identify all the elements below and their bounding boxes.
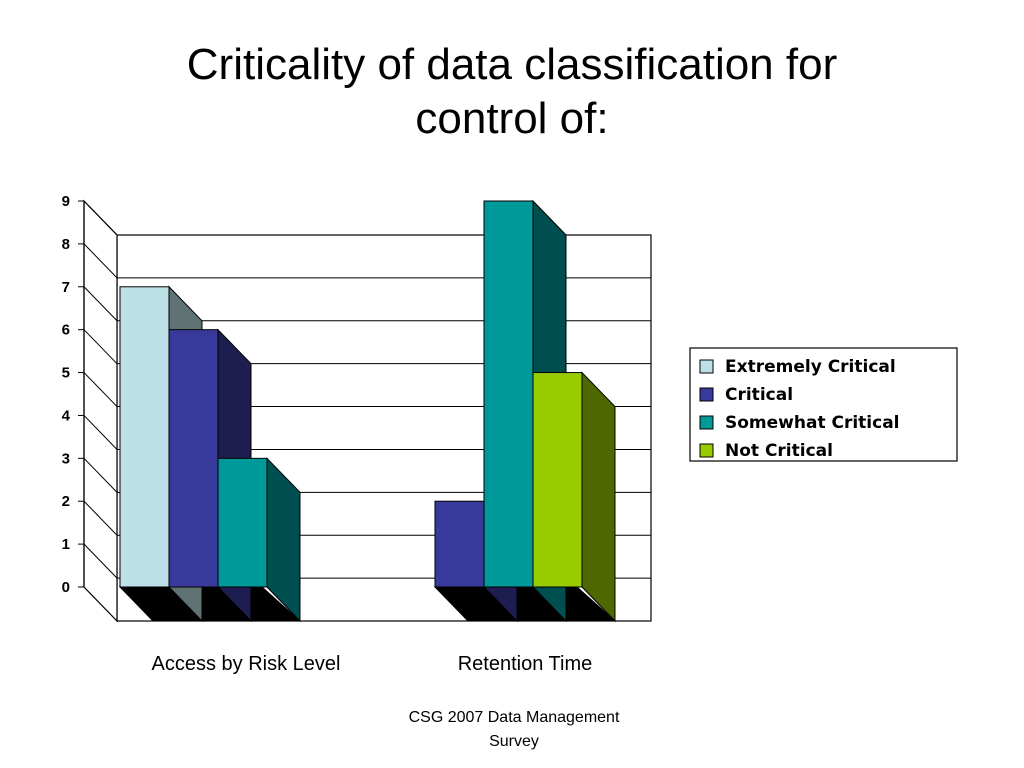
y-tick-label: 5: [62, 365, 70, 382]
legend: Extremely Critical Critical Somewhat Criti…: [689, 347, 958, 462]
y-tick-label: 1: [62, 536, 70, 553]
bar-front: [119, 286, 170, 588]
legend-swatch: [699, 387, 714, 402]
footer-line: CSG 2007 Data Management: [408, 709, 620, 726]
legend-swatch: [699, 415, 714, 430]
legend-label: Not Critical: [725, 441, 833, 461]
gridline: [83, 457, 651, 493]
legend-label: Extremely Critical: [725, 357, 896, 377]
y-tick-label: 6: [62, 322, 70, 339]
y-tick-label: 4: [62, 407, 71, 424]
legend-swatch: [699, 359, 714, 374]
legend-box: [689, 347, 958, 462]
y-tick-label: 0: [62, 579, 70, 596]
category-label: Retention Time: [458, 653, 593, 675]
gridline: [83, 243, 651, 279]
bars: [119, 199, 616, 623]
bar-front: [483, 200, 534, 588]
bar: [532, 371, 616, 623]
bar-front: [217, 457, 268, 588]
side-wall: [83, 199, 118, 623]
bar-front: [532, 372, 583, 588]
category-label: Access by Risk Level: [152, 653, 341, 675]
y-tick-label: 2: [62, 493, 70, 510]
gridline: [83, 200, 651, 236]
legend-item: Critical: [699, 385, 793, 405]
legend-item: Not Critical: [699, 441, 833, 461]
chart-floor: [118, 586, 617, 622]
footer-line: Survey: [489, 733, 539, 750]
y-tick-label: 9: [62, 193, 70, 210]
y-tick-label: 7: [62, 279, 70, 296]
gridline: [83, 286, 651, 322]
legend-item: Extremely Critical: [699, 357, 896, 377]
legend-label: Critical: [725, 385, 793, 405]
bar: [217, 457, 301, 623]
legend-label: Somewhat Critical: [725, 413, 900, 433]
y-axis-ticks: 0 1 2 3 4 5 6 7 8 9: [62, 193, 85, 596]
legend-swatch: [699, 443, 714, 458]
gridline: [83, 329, 651, 365]
x-axis-categories: Access by Risk Level Retention Time: [152, 653, 593, 675]
chart-title: Criticality of data classification for c…: [62, 38, 962, 146]
footer: CSG 2007 Data Management Survey: [372, 706, 656, 754]
gridline: [83, 372, 651, 408]
bar-front: [434, 500, 485, 588]
y-tick-label: 3: [62, 450, 70, 467]
chart-title-line: Criticality of data classification for: [186, 40, 838, 89]
bar-side: [581, 371, 616, 623]
bar-front: [168, 329, 219, 588]
y-tick-label: 8: [62, 236, 70, 253]
chart-title-line: control of:: [415, 94, 609, 143]
gridline: [83, 415, 651, 450]
legend-item: Somewhat Critical: [699, 413, 900, 433]
